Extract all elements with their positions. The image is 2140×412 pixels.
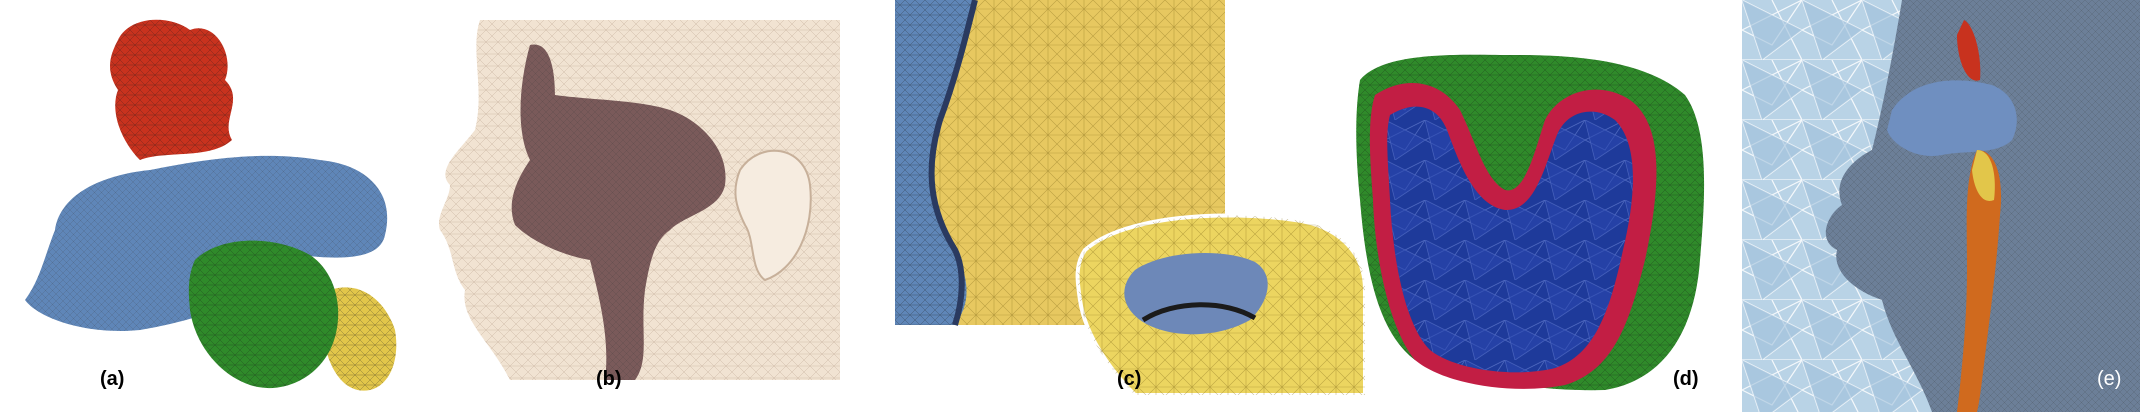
caption-b: (b) bbox=[596, 368, 622, 390]
panel-c: (c) bbox=[895, 0, 1365, 412]
sinus-region-shape bbox=[1887, 80, 2017, 156]
panel-e: (e) bbox=[1742, 0, 2140, 412]
panel-d: (d) bbox=[1345, 0, 1725, 412]
panel-a: (a) bbox=[0, 0, 410, 412]
red-strip-shape bbox=[1957, 20, 1981, 81]
nostril-shadow-shape bbox=[928, 0, 978, 326]
nose-mesh-closeup-illustration bbox=[895, 0, 1365, 397]
sinus-cross-section-illustration bbox=[1356, 54, 1705, 391]
head-mesh-illustration bbox=[438, 20, 840, 381]
caption-e: (e) bbox=[2097, 368, 2122, 390]
panel-b: (b) bbox=[420, 0, 860, 412]
volumetric-tetrahedral-mesh-illustration bbox=[1742, 0, 2140, 412]
caption-d: (d) bbox=[1673, 368, 1699, 390]
caption-c: (c) bbox=[1117, 368, 1142, 390]
airway-strip-shape bbox=[1957, 150, 2002, 412]
airway-segmentation-illustration bbox=[25, 19, 397, 391]
caption-a: (a) bbox=[100, 368, 125, 390]
ear-shape bbox=[734, 149, 812, 282]
